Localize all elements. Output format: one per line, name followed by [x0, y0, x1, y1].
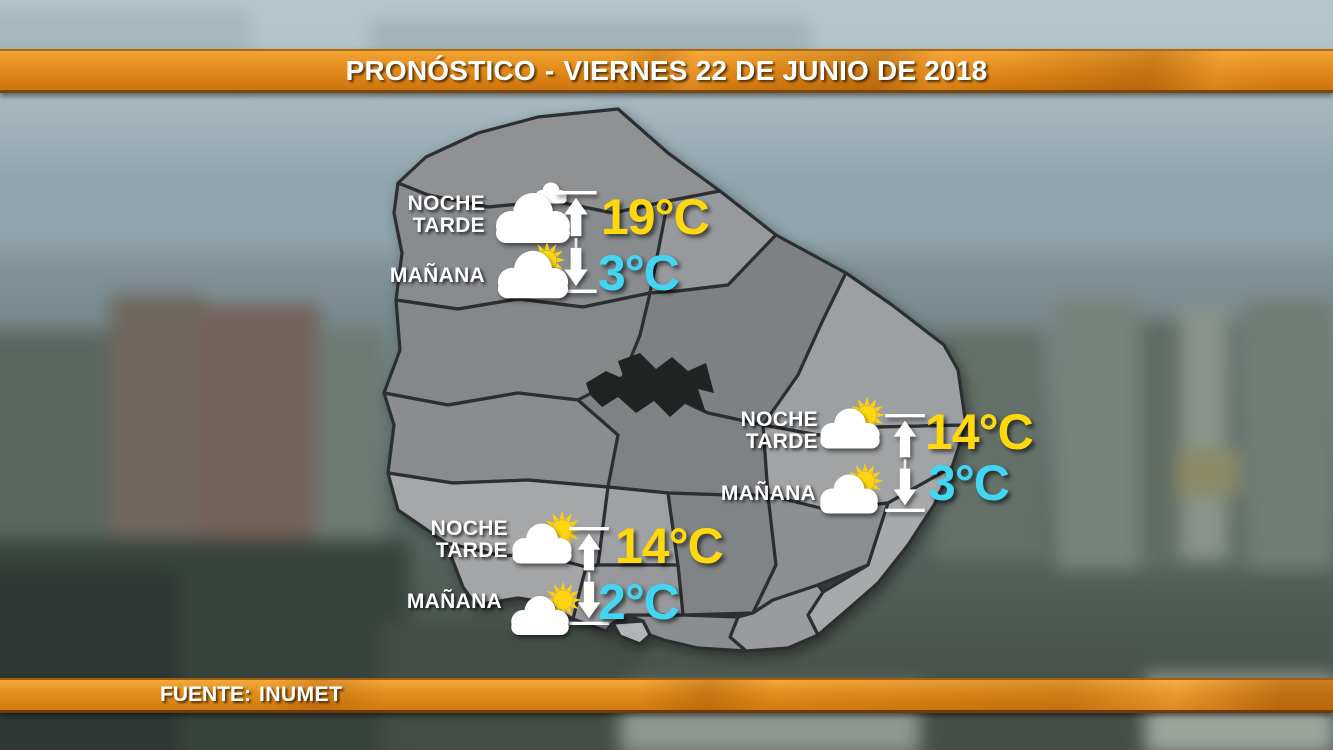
label-noche: NOCHE	[430, 517, 508, 540]
label-noche: NOCHE	[407, 192, 485, 215]
uruguay-map	[382, 107, 968, 653]
sun-cloud-icon	[814, 471, 884, 517]
sun-cloud-icon	[489, 247, 577, 302]
page-title: PRONÓSTICO - VIERNES 22 DE JUNIO DE 2018	[0, 51, 1333, 90]
title-date: VIERNES 22 DE JUNIO DE 2018	[563, 54, 988, 86]
source-line: FUENTE: INUMET	[160, 680, 343, 710]
east-max-temp: 14°C	[925, 404, 1034, 460]
reservoir-lake	[586, 353, 714, 417]
north-manana-label: MAÑANA	[389, 264, 485, 287]
source-label: FUENTE:	[160, 683, 251, 706]
north-min-temp: 3°C	[598, 245, 680, 301]
department-shape	[611, 619, 652, 646]
title-banner: PRONÓSTICO - VIERNES 22 DE JUNIO DE 2018	[0, 49, 1333, 93]
sun-cloud-icon	[814, 405, 886, 452]
south-noche-tarde-label: NOCHE TARDE	[408, 518, 508, 562]
sun-cloud-icon	[505, 592, 575, 639]
source-banner: FUENTE: INUMET	[0, 678, 1333, 713]
label-tarde: TARDE	[435, 539, 508, 562]
north-max-temp: 19°C	[601, 189, 710, 245]
temperature-range-arrow-icon	[884, 414, 926, 512]
source-name: INUMET	[259, 683, 343, 706]
department-shape	[382, 391, 620, 489]
east-noche-tarde-label: NOCHE TARDE	[718, 409, 818, 453]
title-separator: -	[544, 54, 555, 86]
east-min-temp: 3°C	[928, 455, 1010, 511]
label-noche: NOCHE	[740, 408, 818, 431]
south-min-temp: 2°C	[598, 574, 680, 630]
east-manana-label: MAÑANA	[720, 482, 816, 505]
title-program: PRONÓSTICO	[345, 54, 536, 86]
south-max-temp: 14°C	[615, 518, 724, 574]
south-manana-label: MAÑANA	[406, 590, 502, 613]
north-noche-tarde-label: NOCHE TARDE	[385, 193, 485, 237]
label-tarde: TARDE	[412, 214, 485, 237]
label-tarde: TARDE	[745, 430, 818, 453]
